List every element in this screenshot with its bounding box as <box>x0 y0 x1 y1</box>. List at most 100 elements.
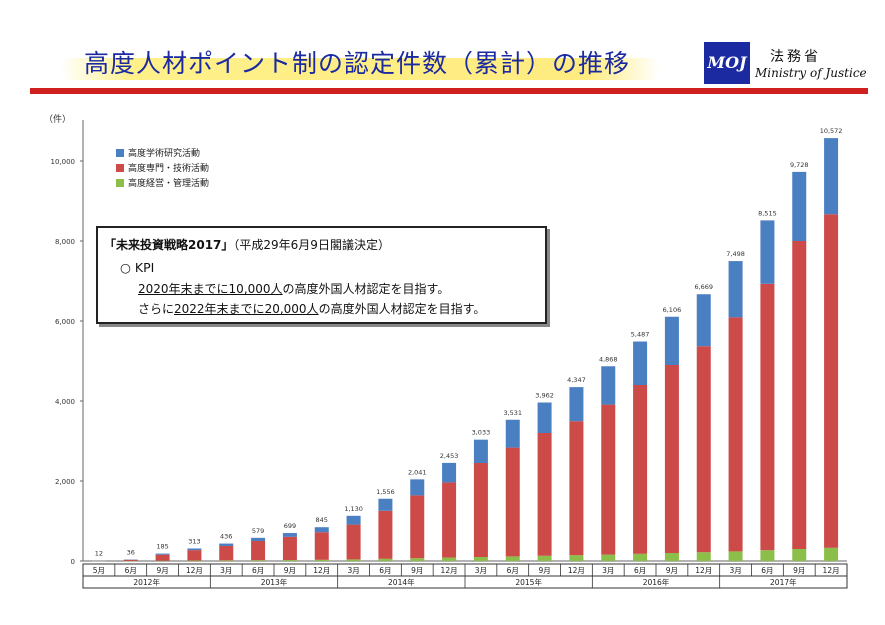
bar-segment-management <box>282 560 297 561</box>
bar-segment-technical <box>505 447 520 557</box>
kpi-2022-count: 20,000人 <box>264 302 319 316</box>
year-label: 2014年 <box>388 577 415 587</box>
bar-segment-management <box>537 555 552 561</box>
bar-segment-academic <box>728 261 743 318</box>
page-title: 高度人材ポイント制の認定件数（累計）の推移 <box>84 49 631 78</box>
bar-segment-academic <box>537 402 552 433</box>
bar-total-label: 845 <box>316 516 328 524</box>
bar-segment-academic <box>473 439 488 463</box>
bar-segment-technical <box>314 532 329 560</box>
bar-segment-technical <box>569 421 584 556</box>
legend-swatch <box>116 179 124 187</box>
bar-total-label: 5,487 <box>631 331 650 339</box>
bar-segment-management <box>346 559 361 561</box>
bar-total-label: 579 <box>252 527 264 535</box>
bar-total-label: 3,962 <box>535 392 554 400</box>
kpi-2022-deadline: 2022年末までに <box>174 302 265 316</box>
x-tick-label: 6月 <box>125 566 137 575</box>
bar-segment-academic <box>696 294 711 347</box>
x-tick-label: 12月 <box>568 566 585 575</box>
bar-segment-technical <box>155 554 170 561</box>
y-tick-label: 0 <box>71 558 75 566</box>
legend-label: 高度学術研究活動 <box>128 147 200 159</box>
bars-group <box>91 138 839 562</box>
bar-segment-management <box>728 551 743 561</box>
bar-segment-technical <box>728 317 743 552</box>
x-tick-label: 6月 <box>634 566 646 575</box>
kpi-2022-prefix: さらに <box>138 302 175 316</box>
y-tick-label: 2,000 <box>55 478 75 486</box>
bar-segment-management <box>314 559 329 561</box>
bar-total-label: 436 <box>220 533 232 541</box>
bar-segment-technical <box>664 365 679 553</box>
kpi-heading-note: （平成29年6月9日閣議決定） <box>233 238 390 252</box>
value-labels-group: 12 36 185 313 436 579 699 845 1,130 1,556 2,041 2,4… <box>95 127 843 557</box>
x-tick-label: 5月 <box>93 566 105 575</box>
bar-total-label: 3,033 <box>472 429 491 437</box>
bar-segment-technical <box>824 214 839 548</box>
bar-segment-technical <box>187 550 202 561</box>
bar-total-label: 10,572 <box>820 127 843 135</box>
year-label: 2012年 <box>133 577 160 587</box>
kpi-target-2020: 2020年末までに10,000人の高度外国人材認定を目指す。 <box>138 280 449 297</box>
header: 高度人材ポイント制の認定件数（累計）の推移 MOJ 法務省 Ministry o… <box>0 0 885 96</box>
kpi-2020-deadline: 2020年末までに <box>138 282 229 296</box>
x-tick-label: 9月 <box>538 566 550 575</box>
bar-total-label: 12 <box>95 550 103 558</box>
bar-segment-academic <box>410 479 425 496</box>
bar-total-label: 4,868 <box>599 355 618 363</box>
bar-segment-academic <box>219 543 234 546</box>
year-label: 2016年 <box>643 577 670 587</box>
x-tick-label: 9月 <box>156 566 168 575</box>
bar-segment-technical <box>473 463 488 557</box>
kpi-2020-goal: の高度外国人材認定を目指す。 <box>282 282 450 296</box>
bar-segment-technical <box>410 495 425 559</box>
x-tick-label: 9月 <box>411 566 423 575</box>
header-rule <box>30 88 868 94</box>
bar-segment-technical <box>378 510 393 559</box>
bar-total-label: 1,130 <box>344 505 363 513</box>
y-axis-unit: （件） <box>44 113 71 125</box>
bar-segment-academic <box>314 527 329 533</box>
x-tick-label: 12月 <box>695 566 712 575</box>
kpi-heading: 「未来投資戦略2017」 <box>104 238 234 252</box>
bar-total-label: 185 <box>156 543 168 551</box>
bar-segment-management <box>410 558 425 561</box>
bar-segment-management <box>505 556 520 561</box>
bar-total-label: 313 <box>188 537 200 545</box>
kpi-2020-count: 10,000人 <box>228 282 283 296</box>
y-tick-label: 8,000 <box>55 238 75 246</box>
bar-segment-management <box>251 560 266 561</box>
bar-segment-management <box>664 553 679 561</box>
y-tick-label: 6,000 <box>55 318 75 326</box>
x-tick-label: 12月 <box>823 566 840 575</box>
bar-total-label: 8,515 <box>758 209 777 217</box>
bar-segment-academic <box>378 498 393 511</box>
bar-segment-academic <box>346 515 361 525</box>
bar-segment-technical <box>696 346 711 553</box>
bar-total-label: 6,669 <box>694 283 713 291</box>
bar-segment-academic <box>569 387 584 422</box>
x-tick-label: 3月 <box>347 566 359 575</box>
y-tick-label: 10,000 <box>51 158 76 166</box>
bar-segment-academic <box>792 171 807 241</box>
x-tick-label: 6月 <box>252 566 264 575</box>
bar-segment-technical <box>123 559 138 561</box>
ministry-name-en: Ministry of Justice <box>755 66 867 80</box>
year-label: 2015年 <box>515 577 542 587</box>
bar-segment-academic <box>633 341 648 385</box>
x-tick-label: 3月 <box>220 566 232 575</box>
bar-segment-management <box>378 558 393 561</box>
bar-segment-technical <box>601 404 616 555</box>
x-axis: 5月 6月 9月 12月 3月 6月 9月 12月 3月 6月 9月 12月 3月 6月 9月 12月 3月 6月… <box>82 563 848 589</box>
kpi-2022-goal: の高度外国人材認定を目指す。 <box>318 302 486 316</box>
x-tick-label: 3月 <box>602 566 614 575</box>
bar-segment-academic <box>187 548 202 551</box>
legend-swatch <box>116 149 124 157</box>
year-label: 2017年 <box>770 577 797 587</box>
x-tick-label: 9月 <box>284 566 296 575</box>
y-axis: 0 2,000 4,000 6,000 8,000 10,000 <box>51 120 847 566</box>
bar-total-label: 3,531 <box>503 409 522 417</box>
legend-swatch <box>116 164 124 172</box>
